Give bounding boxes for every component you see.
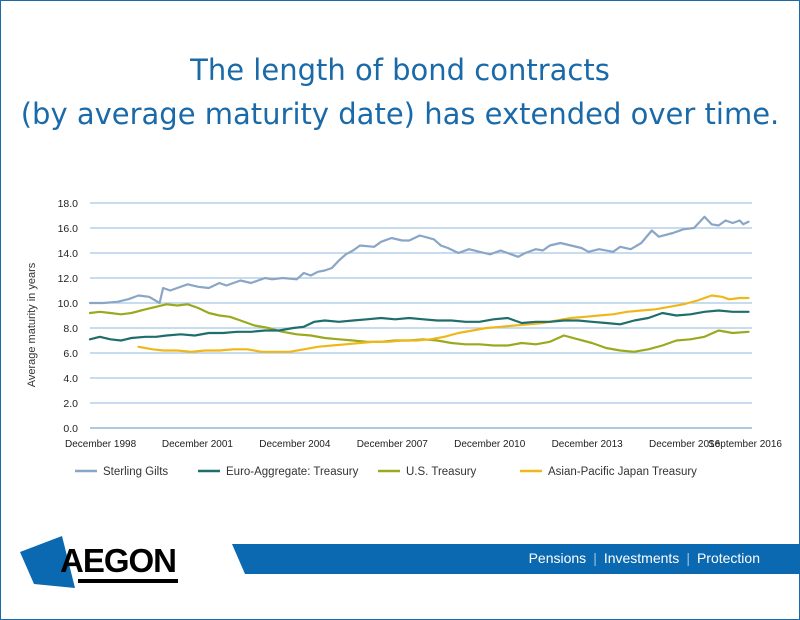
y-tick-label: 12.0 [58, 273, 79, 285]
legend-label: U.S. Treasury [406, 466, 477, 478]
line-chart: 0.0 2.0 4.0 6.0 8.0 10.0 12.0 14.0 16.0 18.0 Dece… [26, 198, 782, 478]
x-tick-label: December 2001 [162, 439, 234, 450]
aegon-logo: AEGON [20, 536, 178, 588]
x-tick-label: December 2013 [552, 439, 624, 450]
series-line-asian-pacific-japan-treasury [137, 294, 750, 353]
x-tick-label: September 2016 [708, 439, 782, 450]
series-line-euro-aggregate-treasury [88, 309, 750, 342]
title-line-1: The length of bond contracts [190, 53, 610, 87]
y-tick-labels: 0.0 2.0 4.0 6.0 8.0 10.0 12.0 14.0 16.0 18.0 [58, 198, 79, 435]
y-tick-label: 4.0 [63, 373, 78, 385]
x-tick-label: December 1998 [65, 439, 137, 450]
y-tick-label: 16.0 [58, 223, 79, 235]
y-tick-label: 2.0 [63, 398, 78, 410]
x-tick-label: December 2016 [649, 439, 721, 450]
series-line-sterling-gilts [88, 215, 750, 305]
series-layer [88, 215, 750, 353]
y-tick-label: 18.0 [58, 198, 79, 210]
legend-label: Sterling Gilts [103, 466, 168, 478]
x-tick-label: December 2007 [357, 439, 429, 450]
tagline-protection: Protection [696, 550, 760, 566]
tagline: Pensions | Investments | Protection [529, 550, 760, 566]
tagline-separator: | [686, 550, 690, 566]
y-axis-label: Average maturity in years [26, 262, 38, 387]
x-tick-labels: December 1998 December 2001 December 2004 D… [65, 439, 782, 450]
y-tick-label: 8.0 [63, 323, 78, 335]
footer-bar [232, 544, 800, 574]
logo-underline [78, 579, 178, 583]
legend: Sterling Gilts Euro-Aggregate: Treasury U.… [75, 466, 697, 478]
x-tick-label: December 2010 [454, 439, 526, 450]
y-tick-label: 14.0 [58, 248, 79, 260]
x-tick-label: December 2004 [259, 439, 331, 450]
y-tick-label: 0.0 [63, 423, 78, 435]
legend-label: Asian-Pacific Japan Treasury [548, 466, 697, 478]
tagline-investments: Investments [603, 550, 680, 566]
title-line-2: (by average maturity date) has extended … [20, 97, 780, 131]
y-tick-label: 10.0 [58, 298, 79, 310]
tagline-separator: | [593, 550, 597, 566]
legend-label: Euro-Aggregate: Treasury [226, 466, 359, 478]
y-tick-label: 6.0 [63, 348, 78, 360]
logo-shape [20, 536, 75, 588]
page-title: The length of bond contracts (by average… [0, 48, 800, 136]
grid-layer [90, 202, 752, 429]
tagline-pensions: Pensions [528, 550, 587, 566]
logo-text: AEGON [60, 542, 176, 579]
